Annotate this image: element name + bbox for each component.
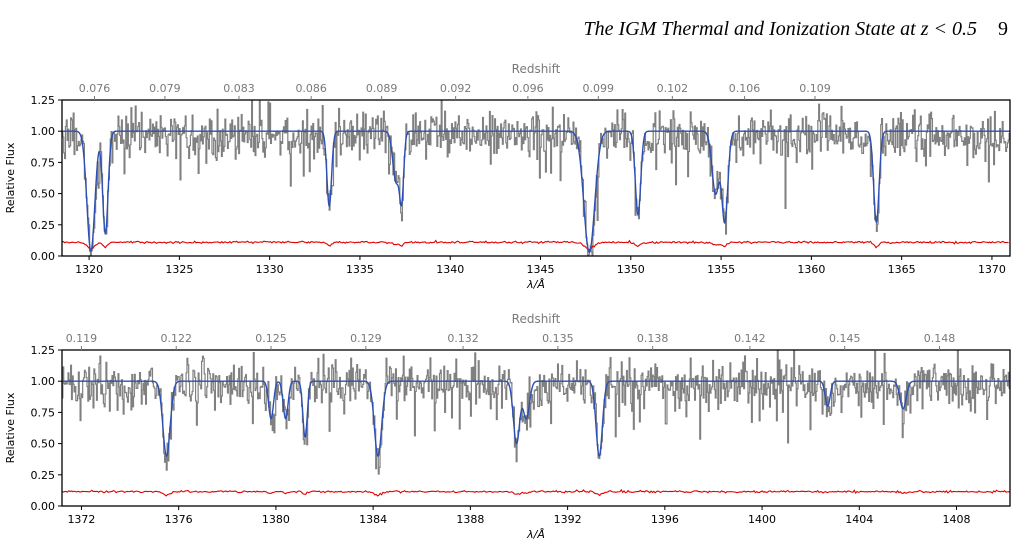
y-axis-title: Relative Flux: [4, 392, 17, 463]
axes-frame-top: [61, 99, 1011, 257]
y-tick-label: 1.00: [31, 125, 56, 138]
redshift-tick-label: 0.145: [829, 332, 861, 345]
y-axis-title: Relative Flux: [4, 142, 17, 213]
running-title: The IGM Thermal and Ionization State at …: [583, 18, 978, 40]
panel-bottom: 1372 1376 1380 1384 1388 1392 1396 1400 1404 1408…: [4, 312, 1011, 541]
y-tick-label: 0.00: [31, 250, 56, 263]
x-tick-label: 1408: [943, 513, 971, 526]
x-tick-label: 1392: [554, 513, 582, 526]
redshift-tick-label: 0.106: [729, 82, 761, 95]
redshift-tick-label: 0.083: [223, 82, 255, 95]
x-tick-label: 1365: [888, 263, 916, 276]
y-tick-label: 1.25: [31, 344, 56, 357]
redshift-tick-label: 0.076: [79, 82, 111, 95]
x-tick-label: 1380: [262, 513, 290, 526]
x-tick-label: 1340: [436, 263, 464, 276]
y-tick-label: 0.25: [31, 469, 56, 482]
redshift-tick-label: 0.119: [66, 332, 98, 345]
model-fit-line-top: [62, 130, 1010, 253]
redshift-tick-label: 0.138: [637, 332, 669, 345]
redshift-tick-label: 0.092: [440, 82, 472, 95]
redshift-tick-label: 0.125: [255, 332, 287, 345]
x-tick-label: 1388: [456, 513, 484, 526]
page-number: 9: [998, 18, 1008, 40]
top-axis-title: Redshift: [512, 62, 561, 76]
flux-data-line-bottom: [62, 350, 1010, 475]
error-line-bottom: [62, 488, 1010, 497]
x-tick-label: 1400: [748, 513, 776, 526]
x-tick-label: 1320: [75, 263, 103, 276]
model-fit-line-bottom: [62, 380, 1010, 457]
redshift-tick-label: 0.109: [799, 82, 831, 95]
y-tick-label: 0.75: [31, 406, 56, 419]
y-tick-label: 0.25: [31, 219, 56, 232]
redshift-tick-label: 0.102: [657, 82, 689, 95]
y-tick-label: 0.00: [31, 500, 56, 513]
x-tick-label: 1350: [617, 263, 645, 276]
x-tick-label: 1370: [978, 263, 1006, 276]
x-tick-label: 1372: [67, 513, 95, 526]
redshift-tick-label: 0.142: [734, 332, 766, 345]
y-tick-label: 0.50: [31, 188, 56, 201]
x-tick-label: 1335: [346, 263, 374, 276]
x-tick-label: 1345: [527, 263, 555, 276]
y-tick-label: 1.00: [31, 375, 56, 388]
redshift-tick-label: 0.089: [366, 82, 398, 95]
x-tick-label: 1384: [359, 513, 387, 526]
x-tick-label: 1404: [845, 513, 873, 526]
x-axis-title: λ/Å: [526, 278, 545, 291]
x-tick-label: 1360: [797, 263, 825, 276]
x-tick-label: 1396: [651, 513, 679, 526]
y-tick-label: 1.25: [31, 94, 56, 107]
running-header: The IGM Thermal and Ionization State at …: [584, 18, 1009, 41]
x-tick-label: 1325: [165, 263, 193, 276]
redshift-tick-label: 0.079: [149, 82, 181, 95]
panel-top: 1320 1325 1330 1335 1340 1345 1350 1355 1360 1365…: [4, 62, 1011, 291]
redshift-tick-label: 0.122: [160, 332, 192, 345]
redshift-tick-label: 0.148: [924, 332, 956, 345]
axes-frame-bottom: [61, 349, 1011, 507]
redshift-tick-label: 0.086: [295, 82, 327, 95]
redshift-tick-label: 0.096: [512, 82, 544, 95]
error-line-top: [62, 239, 1009, 252]
plot-area-bottom: [62, 350, 1010, 497]
top-axis-title: Redshift: [512, 312, 561, 326]
y-tick-label: 0.75: [31, 156, 56, 169]
plot-area-top: [62, 100, 1010, 256]
y-tick-label: 0.50: [31, 438, 56, 451]
x-axis-title: λ/Å: [526, 528, 545, 541]
x-tick-label: 1330: [256, 263, 284, 276]
x-tick-label: 1355: [707, 263, 735, 276]
redshift-tick-label: 0.132: [447, 332, 479, 345]
flux-data-line-top: [62, 100, 1010, 256]
redshift-tick-label: 0.129: [350, 332, 382, 345]
redshift-tick-label: 0.099: [583, 82, 615, 95]
redshift-tick-label: 0.135: [542, 332, 574, 345]
x-tick-label: 1376: [165, 513, 193, 526]
